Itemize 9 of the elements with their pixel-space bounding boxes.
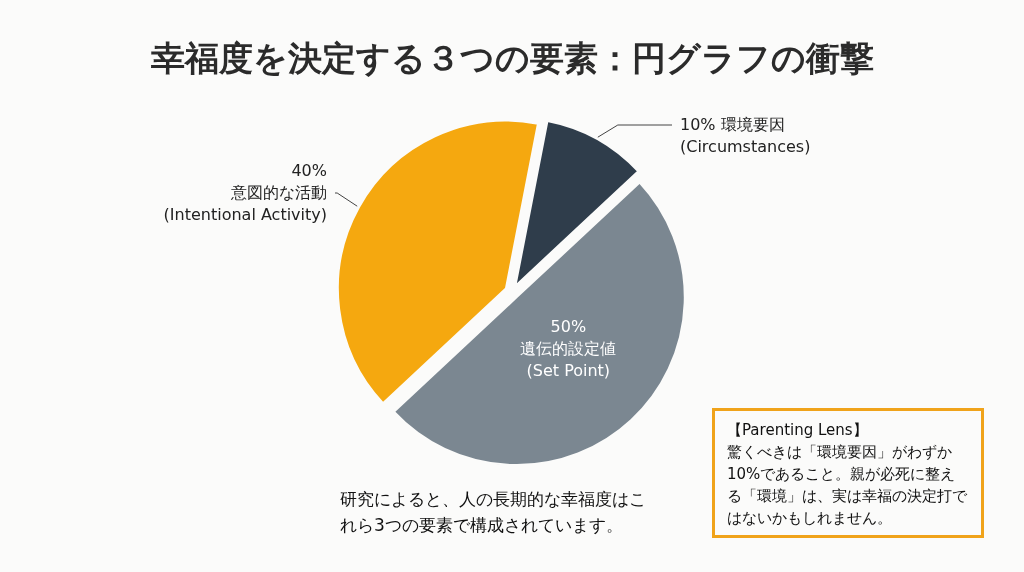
text: 研究によると、人の長期的な幸福度はこれら3つの要素で構成されています。 — [340, 488, 647, 537]
text: 【Parenting Lens】 — [727, 420, 869, 441]
slice-label: 意図的な活動 (Intentional Activity) — [163, 183, 327, 224]
text: 驚くべきは「環境要因」がわずか10%であること。親が必死に整える「環境」は、実は幸福の決定打ではないかもしれません。 — [727, 442, 968, 529]
data-label: 50% — [550, 317, 587, 337]
chart-title: 幸福度を決定する３つの要素：円グラフの衝撃 — [149, 37, 875, 80]
slice-label: 10% 環境要因 (Circumstances) — [680, 115, 811, 156]
data-label: 40% — [291, 161, 327, 180]
slice-label: 遺伝的設定値 (Set Point) — [520, 339, 617, 381]
